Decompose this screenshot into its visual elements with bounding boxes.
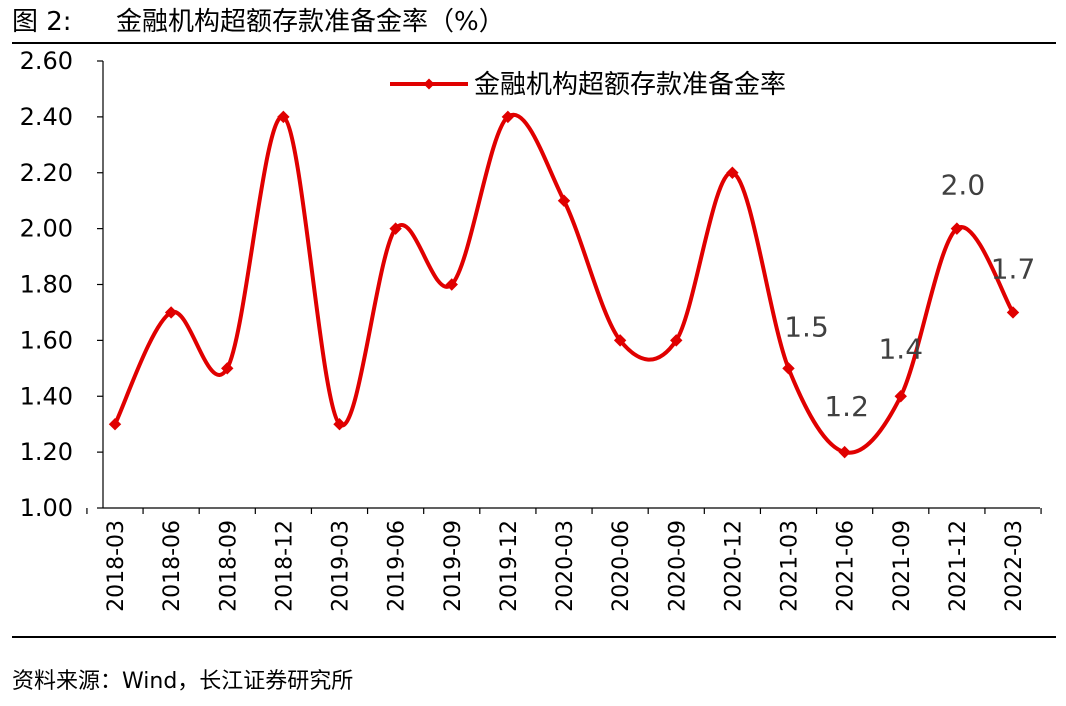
legend-label: 金融机构超额存款准备金率 <box>474 70 786 100</box>
axes: 1.00 1.20 1.40 1.60 1.80 2.00 2.20 2.40 2.60 2018… <box>20 47 1042 612</box>
data-point <box>1006 306 1020 319</box>
x-tick-label: 2021-09 <box>890 520 915 612</box>
bottom-rule <box>12 636 1056 638</box>
y-tick-label: 2.00 <box>20 215 73 243</box>
x-tick-label: 2021-03 <box>778 520 803 612</box>
data-label: 1.4 <box>878 332 923 365</box>
data-point <box>221 362 234 375</box>
line-chart: 1.00 1.20 1.40 1.60 1.80 2.00 2.20 2.40 2.60 2018… <box>20 47 1042 612</box>
x-tick-label: 2018-12 <box>272 520 297 612</box>
data-point <box>670 334 683 347</box>
x-tick-label: 2019-12 <box>497 520 522 612</box>
series-line <box>113 112 1015 455</box>
data-point <box>782 362 795 375</box>
y-tick-label: 1.80 <box>20 271 73 299</box>
data-label: 2.0 <box>941 169 986 202</box>
x-tick-label: 2019-06 <box>385 520 410 612</box>
chart-title: 金融机构超额存款准备金率（%） <box>116 7 505 37</box>
y-tick-label: 1.00 <box>20 494 73 522</box>
y-tick-label: 2.40 <box>20 103 73 131</box>
x-tick-label: 2019-03 <box>329 520 354 612</box>
x-tick-label: 2020-12 <box>721 520 746 612</box>
x-tick-label: 2022-03 <box>1002 520 1027 612</box>
x-tick-label: 2018-06 <box>160 520 185 612</box>
x-tick-label: 2019-09 <box>441 520 466 612</box>
y-tick-label: 2.60 <box>20 47 73 75</box>
x-tick-label: 2018-03 <box>104 520 129 612</box>
figure-number: 图 2: <box>12 7 72 37</box>
series-layer <box>108 110 1020 459</box>
data-point <box>726 166 739 179</box>
x-tick-label: 2020-06 <box>609 520 634 612</box>
x-tick-label: 2018-09 <box>216 520 241 612</box>
y-tick-label: 2.20 <box>20 159 73 187</box>
top-rule <box>12 42 1056 44</box>
legend-marker <box>423 78 435 90</box>
x-tick-label: 2021-12 <box>946 520 971 612</box>
data-point <box>613 334 627 347</box>
data-label: 1.7 <box>991 252 1036 285</box>
data-point <box>838 445 851 459</box>
y-tick-label: 1.20 <box>20 438 73 466</box>
legend: 金融机构超额存款准备金率 <box>390 70 786 100</box>
figure-header: 图 2: 金融机构超额存款准备金率（%） <box>12 2 1056 42</box>
x-tick-label: 2021-06 <box>834 520 859 612</box>
data-point <box>108 417 122 431</box>
data-point <box>894 390 907 403</box>
data-label: 1.2 <box>824 390 869 423</box>
data-labels: 1.5 1.2 1.4 2.0 1.7 <box>784 169 1035 424</box>
data-point <box>557 194 571 207</box>
data-point <box>277 110 290 124</box>
data-point <box>950 222 964 235</box>
data-point <box>445 278 458 291</box>
data-point <box>333 417 346 431</box>
data-point <box>389 222 402 235</box>
x-tick-label: 2020-03 <box>553 520 578 612</box>
y-tick-label: 1.60 <box>20 326 73 354</box>
x-tick-label: 2020-09 <box>665 520 690 612</box>
source-note: 资料来源：Wind，长江证券研究所 <box>12 669 354 694</box>
data-label: 1.5 <box>784 310 829 343</box>
data-point <box>164 306 178 319</box>
y-tick-label: 1.40 <box>20 382 73 410</box>
data-point <box>501 110 515 124</box>
